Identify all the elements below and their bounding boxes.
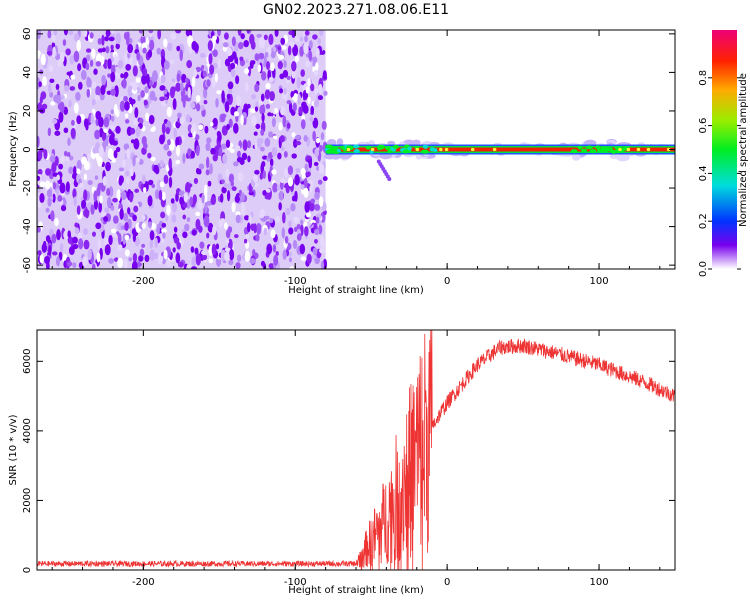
spectrogram-x-tick-label: 100: [590, 276, 609, 287]
colorbar-tick-label: 0.4: [698, 165, 709, 181]
snr-y-tick-label: 0: [22, 567, 33, 573]
spectrogram-y-tick-label: -40: [22, 218, 33, 234]
spectrogram-x-axis-label: Height of straight line (km): [288, 285, 424, 296]
snr-x-tick-label: -200: [132, 577, 155, 588]
colorbar-tick-label: 0.2: [698, 213, 709, 229]
spectrogram-frame: [36, 29, 676, 270]
snr-x-tick-label: -100: [284, 577, 307, 588]
colorbar-tick-label: 0.0: [698, 261, 709, 277]
spectrogram-y-tick-label: 20: [22, 105, 33, 118]
spectrogram-x-tick-label: -100: [284, 276, 307, 287]
spectrogram-y-tick-label: -60: [22, 257, 33, 273]
spectrogram-x-tick-label: 0: [444, 276, 450, 287]
snr-frame: [36, 329, 676, 571]
colorbar-label: Normalized spectral amplitude: [738, 73, 749, 227]
colorbar: 0.0 0.2 0.4 0.6 0.8 Normalized spectral ampl…: [698, 30, 749, 277]
snr-y-tick-label: 6000: [22, 349, 33, 374]
snr-y-tick-label: 2000: [22, 488, 33, 513]
snr-x-tick-label: 0: [444, 577, 450, 588]
snr-series-line: [37, 330, 675, 570]
spectrogram-y-tick-label: 40: [22, 66, 33, 79]
snr-y-axis-label: SNR (10 * v/v): [8, 414, 19, 485]
spectrogram-y-tick-label: 0: [22, 146, 33, 152]
spectrogram-y-tick-label: 60: [22, 27, 33, 40]
colorbar-gradient: [712, 30, 737, 269]
spectrogram-y-tick-label: -20: [22, 180, 33, 196]
snr-background: [37, 330, 675, 570]
colorbar-tick-label: 0.8: [698, 70, 709, 86]
snr-y-tick-label: 4000: [22, 418, 33, 443]
spectrogram-y-axis-label: Frequency (Hz): [8, 111, 19, 187]
snr-x-tick-label: 100: [590, 577, 609, 588]
spectrogram-noise: [37, 30, 328, 269]
spectrogram-carrier: [323, 138, 675, 181]
spectrogram-x-tick-label: -200: [132, 276, 155, 287]
figure-title: GN02.2023.271.08.06.E11: [263, 2, 449, 18]
snr-x-axis-label: Height of straight line (km): [288, 585, 424, 596]
colorbar-ticks: 0.0 0.2 0.4 0.6 0.8: [698, 70, 741, 277]
colorbar-tick-label: 0.6: [698, 118, 709, 134]
